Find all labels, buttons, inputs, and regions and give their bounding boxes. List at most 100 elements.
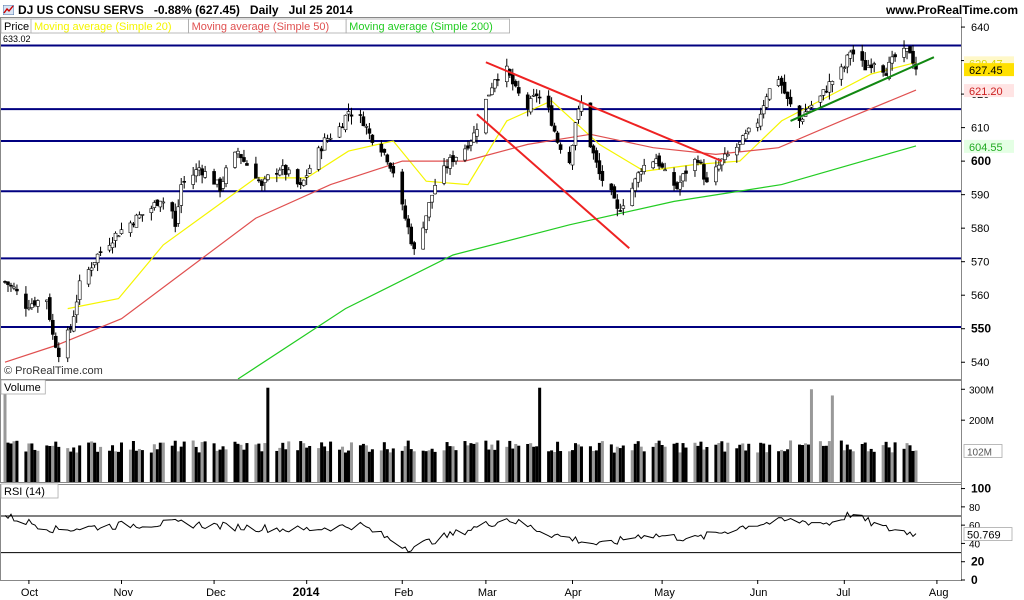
candle-body bbox=[304, 175, 309, 178]
candle-body bbox=[884, 73, 888, 76]
candle-body bbox=[367, 128, 372, 134]
volume-bar bbox=[651, 446, 655, 482]
volume-bar bbox=[472, 443, 476, 482]
volume-bar bbox=[51, 445, 55, 482]
candle-body bbox=[830, 81, 835, 85]
volume-bar bbox=[364, 445, 368, 482]
volume-bar bbox=[108, 450, 112, 482]
price-axis-tick-label: 540 bbox=[971, 357, 989, 369]
site-url[interactable]: www.ProRealTime.com bbox=[885, 3, 1018, 17]
candle-body bbox=[242, 157, 246, 162]
candle-body bbox=[717, 164, 721, 170]
rsi-line bbox=[4, 511, 917, 553]
candle-body bbox=[337, 126, 342, 138]
candle-body bbox=[630, 187, 635, 206]
volume-bar bbox=[642, 451, 646, 482]
candle-body bbox=[56, 347, 61, 358]
volume-bar bbox=[433, 451, 437, 482]
trendline[interactable] bbox=[485, 61, 723, 163]
x-axis-tick-label: Aug bbox=[929, 587, 949, 599]
candle-body bbox=[307, 168, 312, 174]
x-axis-tick-label: Dec bbox=[206, 587, 226, 599]
volume-bar bbox=[329, 441, 333, 482]
volume-bar bbox=[514, 443, 518, 482]
volume-bar bbox=[630, 450, 634, 482]
candle-body bbox=[36, 300, 40, 307]
trendline[interactable] bbox=[476, 113, 630, 250]
candle-body bbox=[200, 168, 204, 176]
candle-body bbox=[821, 89, 826, 96]
volume-bar bbox=[323, 446, 327, 482]
candle-body bbox=[672, 172, 676, 186]
candle-body bbox=[887, 61, 891, 79]
volume-bar bbox=[54, 441, 58, 482]
volume-bar bbox=[361, 443, 365, 482]
volume-bar bbox=[806, 444, 810, 482]
candle-body bbox=[95, 253, 100, 264]
price-axis-tick-label: 590 bbox=[971, 190, 989, 202]
candle-body bbox=[131, 223, 136, 226]
candle-body bbox=[788, 96, 793, 105]
volume-bar bbox=[27, 443, 31, 482]
candle-body bbox=[361, 116, 366, 127]
candle-body bbox=[107, 245, 112, 251]
volume-bar bbox=[884, 441, 888, 482]
candle-body bbox=[182, 181, 187, 183]
volume-bar bbox=[173, 440, 177, 482]
volume-bar bbox=[869, 448, 873, 482]
candle-body bbox=[639, 171, 644, 175]
price-axis-tick-label: 560 bbox=[971, 290, 989, 302]
trendline[interactable] bbox=[790, 56, 935, 122]
prorealtime-logo-icon bbox=[3, 5, 14, 15]
volume-bar bbox=[860, 444, 864, 482]
volume-bar bbox=[571, 450, 575, 482]
volume-bar bbox=[881, 445, 885, 482]
rsi-panel bbox=[0, 484, 962, 581]
volume-bar bbox=[762, 443, 766, 482]
candle-body bbox=[27, 307, 31, 310]
candle-body bbox=[385, 154, 390, 163]
volume-bar bbox=[576, 444, 580, 482]
candle-body bbox=[152, 202, 157, 208]
volume-bar bbox=[281, 442, 285, 482]
volume-bar bbox=[675, 442, 679, 482]
volume-panel-label-box bbox=[0, 379, 46, 395]
candle-body bbox=[475, 129, 479, 137]
volume-bar bbox=[170, 445, 174, 482]
candle-body bbox=[597, 160, 602, 175]
candle-body bbox=[277, 169, 282, 176]
volume-bar bbox=[493, 449, 497, 482]
candle-body bbox=[53, 335, 58, 348]
volume-bar bbox=[559, 451, 563, 482]
candle-body bbox=[316, 147, 321, 170]
candle-body bbox=[442, 165, 446, 184]
volume-bar bbox=[759, 442, 763, 482]
volume-bar bbox=[406, 440, 410, 482]
volume-bar bbox=[827, 441, 831, 482]
volume-bar bbox=[66, 448, 70, 482]
volume-bar bbox=[48, 445, 52, 482]
volume-bar bbox=[505, 446, 509, 482]
candle-body bbox=[678, 181, 682, 190]
volume-bar bbox=[809, 389, 813, 482]
volume-bar bbox=[800, 445, 804, 482]
candle-body bbox=[615, 199, 620, 209]
volume-bar bbox=[278, 447, 282, 482]
volume-bar bbox=[532, 446, 536, 482]
rsi-panel-label-box bbox=[0, 483, 59, 499]
candle-body bbox=[266, 174, 270, 180]
candle-body bbox=[702, 164, 706, 180]
volume-bar bbox=[863, 442, 867, 482]
volume-bar bbox=[902, 448, 906, 482]
candle-body bbox=[113, 232, 118, 241]
candle-body bbox=[785, 91, 790, 99]
candle-body bbox=[513, 81, 518, 87]
price-change: -0.88% (627.45) bbox=[153, 3, 240, 17]
volume-bar bbox=[654, 443, 658, 482]
volume-bar bbox=[179, 446, 183, 482]
volume-bar bbox=[842, 450, 846, 482]
candle-body bbox=[263, 178, 267, 183]
candle-body bbox=[893, 54, 897, 58]
candle-body bbox=[89, 267, 94, 271]
